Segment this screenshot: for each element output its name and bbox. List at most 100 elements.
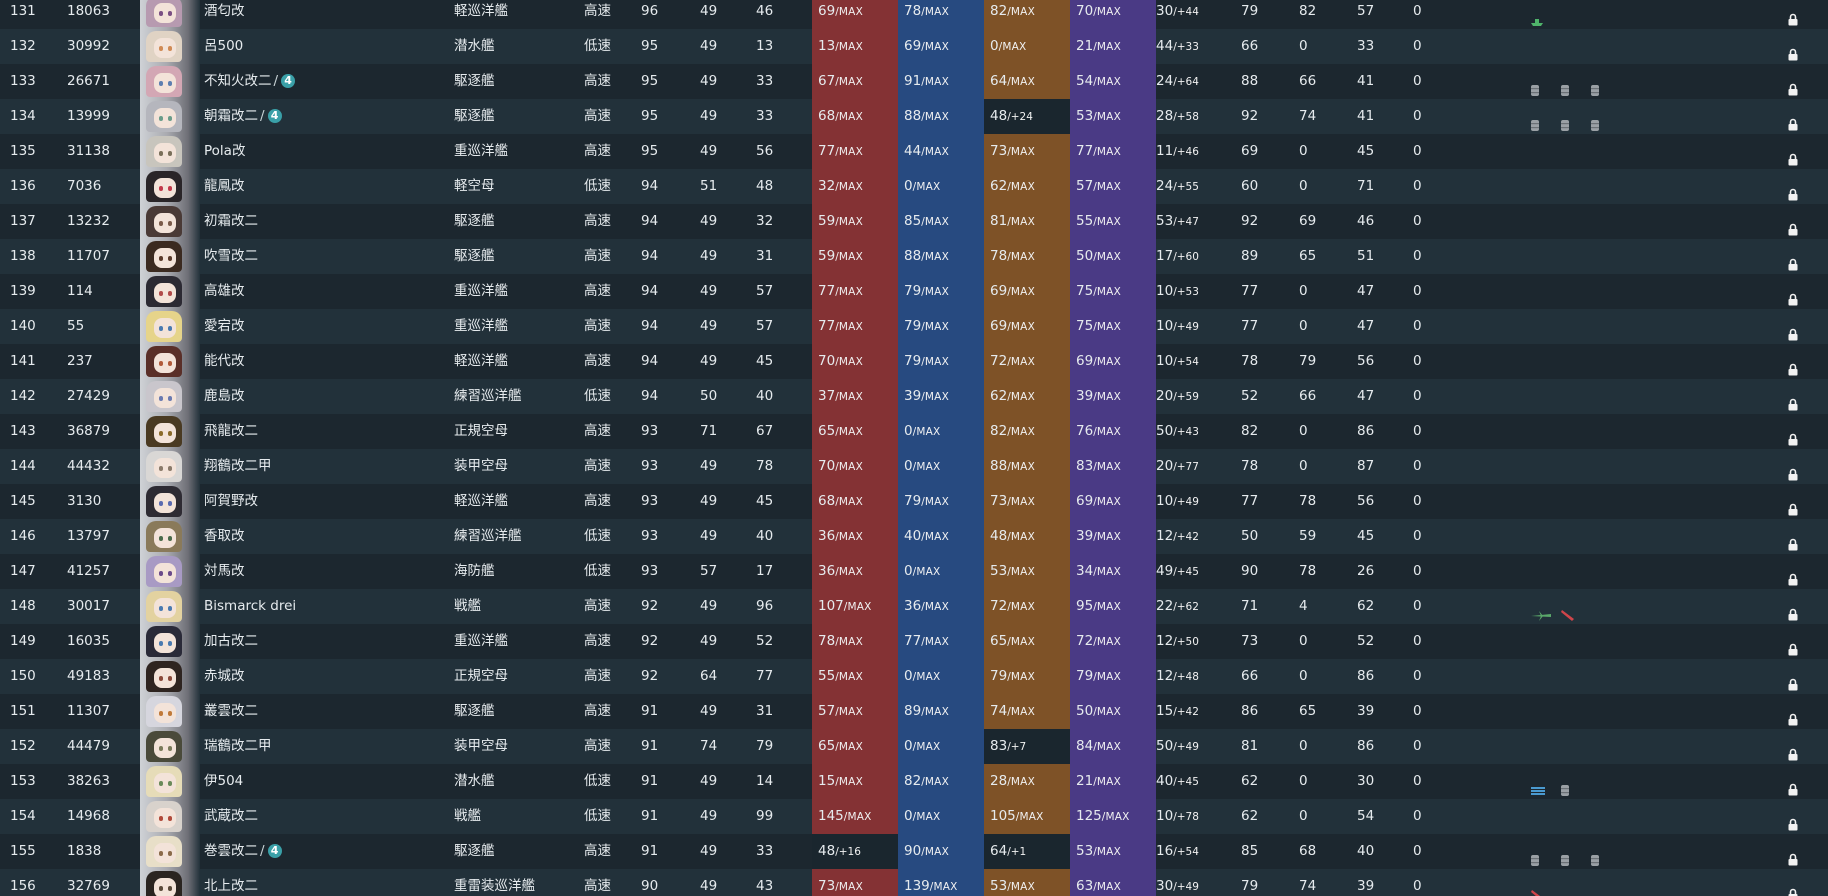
ship-name-cell[interactable]: 赤城改 (204, 659, 444, 694)
drum-icon[interactable] (1560, 76, 1572, 96)
lock-toggle[interactable] (1784, 729, 1804, 764)
plane-icon-green[interactable] (1530, 601, 1551, 621)
ship-name-cell[interactable]: 高雄改 (204, 274, 444, 309)
ship-avatar[interactable] (140, 379, 200, 414)
ship-avatar[interactable] (140, 29, 200, 64)
lock-icon[interactable] (1788, 565, 1798, 586)
table-row[interactable]: 131 18063 酒匂改 軽巡洋艦 高速 96 49 46 69/MAX 78/MAX 82/MA… (0, 0, 1828, 29)
lock-icon[interactable] (1788, 845, 1798, 866)
lock-toggle[interactable] (1784, 484, 1804, 519)
ship-avatar[interactable] (140, 169, 200, 204)
lock-icon[interactable] (1788, 355, 1798, 376)
ship-name-cell[interactable]: 初霜改二 (204, 204, 444, 239)
drum-icon[interactable] (1530, 846, 1542, 866)
ship-name-cell[interactable]: 伊504 (204, 764, 444, 799)
table-row[interactable]: 142 27429 鹿島改 練習巡洋艦 低速 94 50 40 37/MAX 39/MAX 62/M… (0, 379, 1828, 414)
ship-avatar[interactable] (140, 799, 200, 834)
table-row[interactable]: 150 49183 赤城改 正規空母 高速 92 64 77 55/MAX 0/MAX 79/MAX… (0, 659, 1828, 694)
lock-icon[interactable] (1788, 425, 1798, 446)
table-row[interactable]: 134 13999 朝霜改二/4 駆逐艦 高速 95 49 33 68/MAX 88/MAX 48/… (0, 99, 1828, 134)
torpedo-icon-red[interactable] (1530, 881, 1542, 896)
ship-avatar[interactable] (140, 869, 200, 896)
ship-avatar[interactable] (140, 519, 200, 554)
lock-toggle[interactable] (1784, 344, 1804, 379)
lock-icon[interactable] (1788, 110, 1798, 131)
lock-icon[interactable] (1788, 775, 1798, 796)
ship-name-cell[interactable]: 香取改 (204, 519, 444, 554)
table-row[interactable]: 140 55 愛宕改 重巡洋艦 高速 94 49 57 77/MAX 79/MAX 69/MAX 75… (0, 309, 1828, 344)
lock-toggle[interactable] (1784, 134, 1804, 169)
ship-name-cell[interactable]: 龍鳳改 (204, 169, 444, 204)
ship-avatar[interactable] (140, 239, 200, 274)
lock-toggle[interactable] (1784, 169, 1804, 204)
ship-name-cell[interactable]: 不知火改二/4 (204, 64, 444, 99)
lock-toggle[interactable] (1784, 589, 1804, 624)
lock-icon[interactable] (1788, 40, 1798, 61)
ship-avatar[interactable] (140, 0, 200, 29)
table-row[interactable]: 135 31138 Pola改 重巡洋艦 高速 95 49 56 77/MAX 44/MAX 73/… (0, 134, 1828, 169)
ship-avatar[interactable] (140, 449, 200, 484)
lock-toggle[interactable] (1784, 309, 1804, 344)
lock-icon[interactable] (1788, 460, 1798, 481)
lock-toggle[interactable] (1784, 694, 1804, 729)
ship-name-cell[interactable]: 加古改二 (204, 624, 444, 659)
table-row[interactable]: 147 41257 対馬改 海防艦 低速 93 57 17 36/MAX 0/MAX 53/MAX 3… (0, 554, 1828, 589)
ship-name-cell[interactable]: Pola改 (204, 134, 444, 169)
table-row[interactable]: 133 26671 不知火改二/4 駆逐艦 高速 95 49 33 67/MAX 91/MAX 64… (0, 64, 1828, 99)
drum-icon[interactable] (1590, 76, 1602, 96)
ship-name-cell[interactable]: 吹雪改二 (204, 239, 444, 274)
ship-avatar[interactable] (140, 834, 200, 869)
ship-avatar[interactable] (140, 414, 200, 449)
lock-toggle[interactable] (1784, 799, 1804, 834)
torpedo-icon-red[interactable] (1560, 601, 1574, 621)
table-row[interactable]: 153 38263 伊504 潜水艦 低速 91 49 14 15/MAX 82/MAX 28/MA… (0, 764, 1828, 799)
ship-name-cell[interactable]: 呂500 (204, 29, 444, 64)
lock-toggle[interactable] (1784, 379, 1804, 414)
table-row[interactable]: 143 36879 飛龍改二 正規空母 高速 93 71 67 65/MAX 0/MAX 82/MA… (0, 414, 1828, 449)
ship-avatar[interactable] (140, 554, 200, 589)
ship-avatar[interactable] (140, 589, 200, 624)
ship-name-cell[interactable]: 愛宕改 (204, 309, 444, 344)
table-row[interactable]: 132 30992 呂500 潜水艦 低速 95 49 13 13/MAX 69/MAX 0/MAX… (0, 29, 1828, 64)
lock-toggle[interactable] (1784, 99, 1804, 134)
ship-avatar[interactable] (140, 99, 200, 134)
ship-name-cell[interactable]: 飛龍改二 (204, 414, 444, 449)
lock-icon[interactable] (1788, 810, 1798, 831)
table-row[interactable]: 141 237 能代改 軽巡洋艦 高速 94 49 45 70/MAX 79/MAX 72/MAX 6… (0, 344, 1828, 379)
table-row[interactable]: 144 44432 翔鶴改二甲 装甲空母 高速 93 49 78 70/MAX 0/MAX 88/M… (0, 449, 1828, 484)
drum-icon[interactable] (1560, 776, 1572, 796)
table-row[interactable]: 138 11707 吹雪改二 駆逐艦 高速 94 49 31 59/MAX 88/MAX 78/MA… (0, 239, 1828, 274)
lock-toggle[interactable] (1784, 414, 1804, 449)
ship-name-cell[interactable]: 酒匂改 (204, 0, 444, 29)
ship-avatar[interactable] (140, 764, 200, 799)
ship-name-cell[interactable]: 翔鶴改二甲 (204, 449, 444, 484)
ship-name-cell[interactable]: 巻雲改二/4 (204, 834, 444, 869)
drum-icon[interactable] (1530, 111, 1542, 131)
lock-toggle[interactable] (1784, 204, 1804, 239)
table-row[interactable]: 156 32769 北上改二 重雷装巡洋艦 高速 90 49 43 73/MAX 139/MAX 5… (0, 869, 1828, 896)
lock-toggle[interactable] (1784, 764, 1804, 799)
lock-icon[interactable] (1788, 75, 1798, 96)
lock-toggle[interactable] (1784, 274, 1804, 309)
lock-icon[interactable] (1788, 705, 1798, 726)
lock-toggle[interactable] (1784, 64, 1804, 99)
ship-name-cell[interactable]: Bismarck drei (204, 589, 444, 624)
lock-icon[interactable] (1788, 320, 1798, 341)
ship-avatar[interactable] (140, 344, 200, 379)
ship-name-cell[interactable]: 瑞鶴改二甲 (204, 729, 444, 764)
ship-name-cell[interactable]: 対馬改 (204, 554, 444, 589)
lock-toggle[interactable] (1784, 239, 1804, 274)
drum-icon[interactable] (1590, 111, 1602, 131)
ship-avatar[interactable] (140, 659, 200, 694)
lock-icon[interactable] (1788, 530, 1798, 551)
ship-name-cell[interactable]: 武蔵改二 (204, 799, 444, 834)
sonar-icon-blue[interactable] (1530, 776, 1545, 795)
lock-toggle[interactable] (1784, 869, 1804, 896)
lock-icon[interactable] (1788, 635, 1798, 656)
lock-toggle[interactable] (1784, 834, 1804, 869)
ship-avatar[interactable] (140, 204, 200, 239)
ship-name-cell[interactable]: 阿賀野改 (204, 484, 444, 519)
drum-icon[interactable] (1560, 846, 1572, 866)
ship-name-cell[interactable]: 叢雲改二 (204, 694, 444, 729)
table-row[interactable]: 139 114 高雄改 重巡洋艦 高速 94 49 57 77/MAX 79/MAX 69/MAX 7… (0, 274, 1828, 309)
